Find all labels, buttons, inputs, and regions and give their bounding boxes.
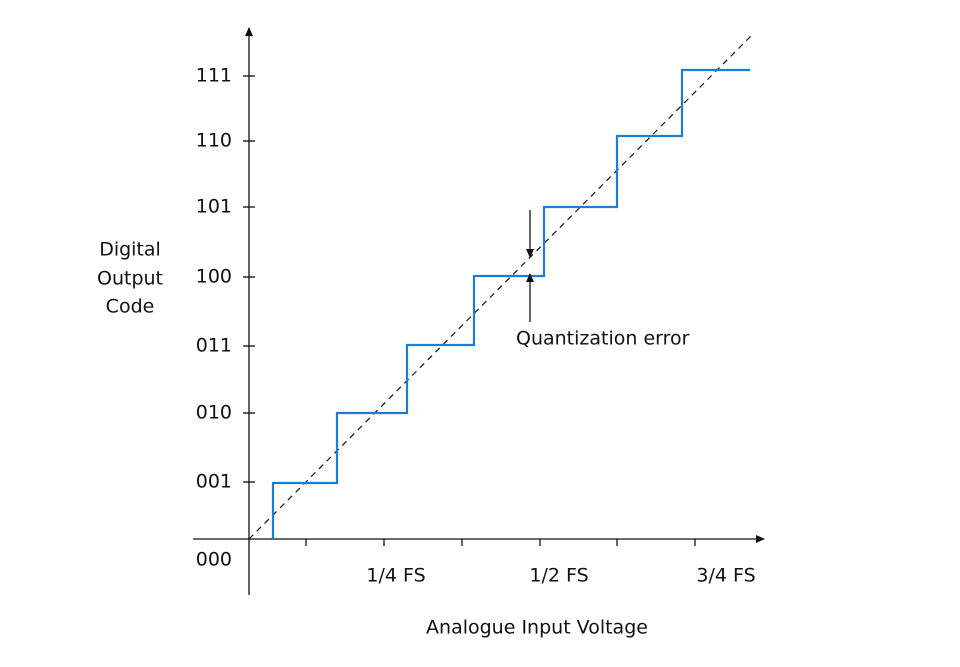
y-ticks <box>243 75 255 483</box>
y-label: 000 <box>196 549 232 571</box>
y-label: 101 <box>196 196 232 218</box>
x-label: 1/4 FS <box>366 565 425 587</box>
y-label: 111 <box>196 65 232 87</box>
y-label: 110 <box>196 130 232 152</box>
x-label: 3/4 FS <box>696 565 755 587</box>
axes <box>193 27 765 595</box>
y-title: Output <box>97 268 163 290</box>
x-label: 1/2 FS <box>529 565 588 587</box>
y-label: 001 <box>196 471 232 493</box>
x-ticks <box>305 539 696 546</box>
annotation: Quantization error <box>516 328 690 350</box>
y-label: 011 <box>196 335 232 357</box>
y-label: 010 <box>196 402 232 424</box>
staircase <box>271 68 750 539</box>
y-label: 100 <box>196 266 232 288</box>
ideal-line <box>248 34 753 540</box>
x-title: Analogue Input Voltage <box>426 617 648 639</box>
y-title: Code <box>106 296 155 318</box>
y-title: Digital <box>99 239 161 261</box>
